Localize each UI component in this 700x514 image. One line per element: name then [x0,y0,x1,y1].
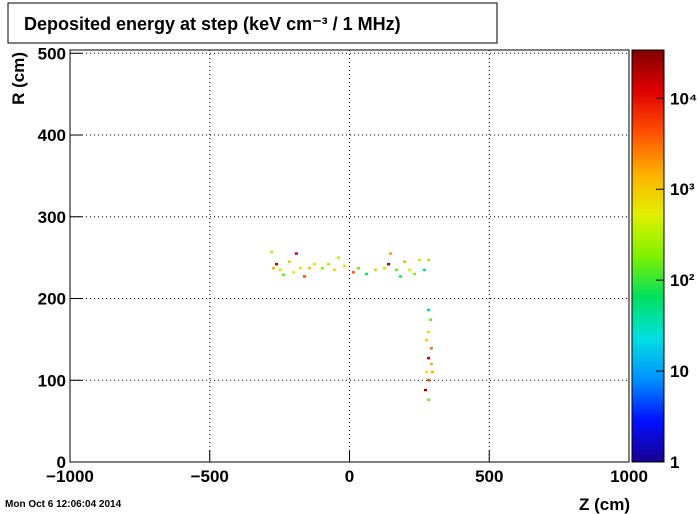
cell [275,262,279,266]
timestamp: Mon Oct 6 12:06:04 2014 [5,499,122,510]
cell [394,268,398,272]
cell [429,318,433,321]
y-tick-label: 300 [38,208,66,227]
cell [387,262,391,266]
cell [427,379,431,382]
y-tick-label: 500 [38,44,66,63]
x-axis-title: Z (cm) [579,495,630,514]
cell [337,256,341,259]
plot-frame [69,49,630,463]
cell [427,258,431,262]
cell [425,370,429,374]
y-tick-label: 100 [38,371,66,390]
cell [327,262,331,266]
cell [320,267,324,270]
cell [332,268,336,272]
cell [294,252,298,255]
cell [303,275,307,278]
cell [365,272,369,276]
cell [299,267,303,270]
cell [373,268,377,272]
cell [417,258,421,262]
cell [292,271,296,274]
cell [413,272,417,276]
cell [313,262,317,266]
cell [422,268,426,272]
x-tick-label: −1000 [46,467,94,486]
y-axis-title: R (cm) [9,52,28,105]
cell [356,267,360,270]
cell [431,370,435,374]
cell [427,398,431,402]
color-bar [631,49,665,463]
cell [424,388,428,392]
y-tick-label: 0 [57,453,66,472]
title-box [7,2,498,44]
cell [342,264,346,268]
y-tick-label: 400 [38,126,66,145]
cell [425,338,429,342]
x-tick-label: 500 [475,467,503,486]
cell [398,275,402,278]
cell [427,330,431,334]
z-tick-label: 1 [670,453,679,472]
cell [403,260,407,263]
cell [427,356,431,360]
cell [278,268,282,272]
z-tick-label: 10 [670,362,689,381]
cell [429,347,433,350]
cell [389,252,393,255]
chart-title: Deposited energy at step (keV cm⁻³ / 1 M… [24,14,401,34]
x-tick-label: −500 [191,467,229,486]
cell [287,260,291,263]
cell [270,250,274,254]
cell [427,308,431,312]
cell [408,268,412,272]
cell [382,267,386,270]
cell [351,271,355,274]
x-tick-label: 1000 [610,467,648,486]
y-tick-label: 200 [38,290,66,309]
cell [308,267,312,270]
z-tick-label: 10⁴ [670,89,697,108]
x-tick-label: 0 [345,467,354,486]
cell [271,267,275,270]
cell [282,273,286,277]
cell [429,362,433,366]
z-tick-label: 10² [670,271,695,290]
z-tick-label: 10³ [670,180,695,199]
